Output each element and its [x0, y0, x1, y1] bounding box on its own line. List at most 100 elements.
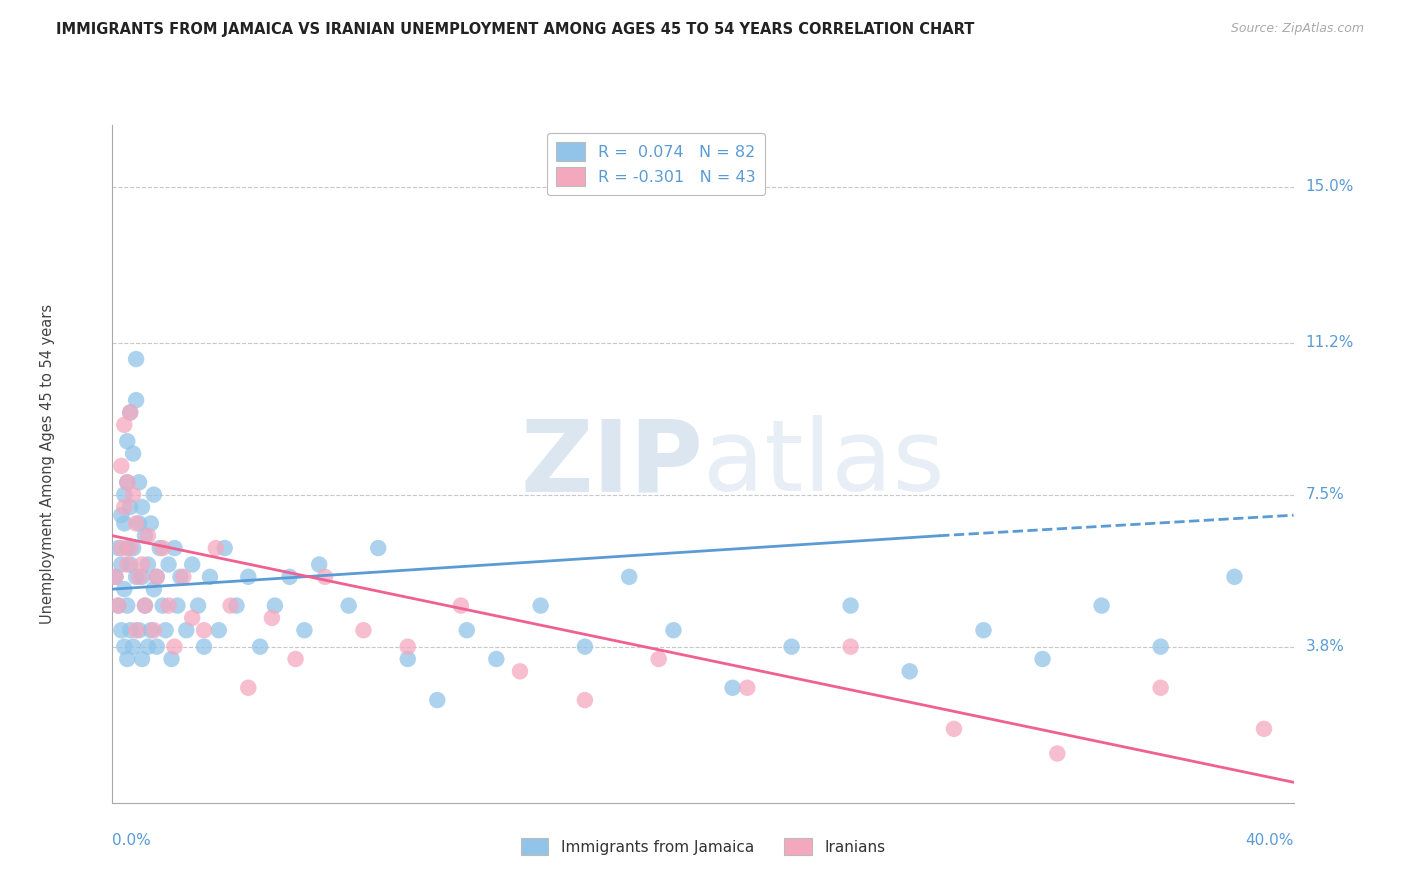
Point — [110, 458, 132, 473]
Point — [456, 624, 478, 638]
Point — [208, 624, 231, 638]
Point — [1032, 652, 1054, 666]
Point — [193, 624, 215, 638]
Point — [117, 475, 138, 490]
Point — [839, 599, 862, 613]
Point — [450, 599, 472, 613]
Text: Unemployment Among Ages 45 to 54 years: Unemployment Among Ages 45 to 54 years — [39, 304, 55, 624]
Point — [110, 541, 132, 555]
Point — [117, 599, 138, 613]
Point — [117, 558, 138, 572]
Point — [134, 599, 156, 613]
Text: Source: ZipAtlas.com: Source: ZipAtlas.com — [1230, 22, 1364, 36]
Point — [120, 405, 142, 419]
Point — [117, 541, 138, 555]
Point — [122, 446, 145, 460]
Point — [128, 516, 150, 531]
Point — [139, 624, 162, 638]
Point — [125, 624, 148, 638]
Point — [131, 558, 153, 572]
Point — [110, 624, 132, 638]
Point — [160, 652, 183, 666]
Point — [308, 558, 330, 572]
Point — [187, 599, 209, 613]
Point — [125, 393, 148, 408]
Point — [314, 570, 336, 584]
Point — [125, 570, 148, 584]
Point — [509, 665, 531, 679]
Point — [485, 652, 508, 666]
Point — [721, 681, 744, 695]
Point — [142, 624, 165, 638]
Point — [1150, 640, 1173, 654]
Point — [134, 599, 156, 613]
Point — [104, 570, 127, 584]
Point — [122, 640, 145, 654]
Point — [264, 599, 287, 613]
Point — [163, 640, 186, 654]
Point — [662, 624, 685, 638]
Point — [110, 508, 132, 523]
Point — [107, 541, 129, 555]
Point — [128, 570, 150, 584]
Point — [120, 624, 142, 638]
Point — [120, 500, 142, 514]
Point — [157, 558, 180, 572]
Point — [219, 599, 242, 613]
Point — [574, 693, 596, 707]
Point — [737, 681, 759, 695]
Point — [146, 570, 169, 584]
Point — [574, 640, 596, 654]
Point — [142, 488, 165, 502]
Point — [278, 570, 301, 584]
Point — [128, 475, 150, 490]
Point — [619, 570, 641, 584]
Point — [131, 500, 153, 514]
Point — [107, 599, 129, 613]
Point — [198, 570, 221, 584]
Point — [839, 640, 862, 654]
Point — [131, 570, 153, 584]
Point — [1150, 681, 1173, 695]
Point — [337, 599, 360, 613]
Point — [104, 570, 127, 584]
Point — [125, 352, 148, 367]
Point — [122, 541, 145, 555]
Text: 11.2%: 11.2% — [1305, 335, 1354, 351]
Point — [1091, 599, 1114, 613]
Point — [131, 652, 153, 666]
Point — [134, 529, 156, 543]
Point — [117, 652, 138, 666]
Point — [120, 558, 142, 572]
Point — [292, 624, 315, 638]
Point — [139, 516, 162, 531]
Text: 15.0%: 15.0% — [1305, 179, 1354, 194]
Point — [1046, 747, 1069, 761]
Point — [117, 475, 138, 490]
Point — [136, 529, 159, 543]
Point — [166, 599, 188, 613]
Point — [112, 488, 135, 502]
Text: atlas: atlas — [703, 416, 945, 512]
Point — [152, 541, 174, 555]
Point — [352, 624, 374, 638]
Point — [117, 434, 138, 449]
Point — [942, 722, 965, 736]
Point — [260, 611, 283, 625]
Point — [112, 640, 135, 654]
Point — [120, 405, 142, 419]
Point — [1253, 722, 1275, 736]
Point — [225, 599, 247, 613]
Text: 3.8%: 3.8% — [1305, 640, 1344, 654]
Text: 0.0%: 0.0% — [112, 833, 152, 848]
Point — [120, 541, 142, 555]
Point — [174, 624, 197, 638]
Point — [136, 558, 159, 572]
Point — [238, 681, 260, 695]
Point — [125, 516, 148, 531]
Point — [1223, 570, 1246, 584]
Point — [647, 652, 671, 666]
Text: 40.0%: 40.0% — [1246, 833, 1294, 848]
Point — [181, 558, 204, 572]
Point — [128, 624, 150, 638]
